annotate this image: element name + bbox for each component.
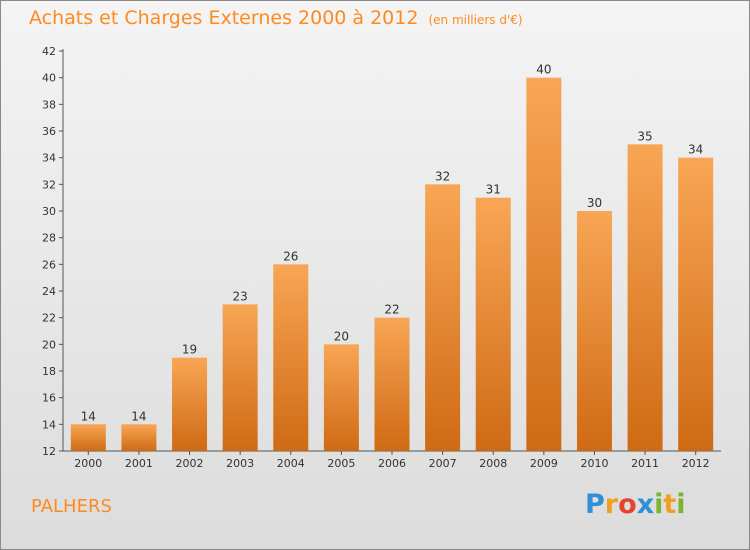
data-label: 19 [182, 343, 197, 357]
x-tick-label: 2004 [277, 457, 305, 470]
bar [576, 211, 612, 451]
title-text: Achats et Charges Externes 2000 à 2012 [29, 7, 419, 29]
bar [475, 197, 511, 451]
x-tick-label: 2006 [378, 457, 406, 470]
data-label: 32 [435, 169, 450, 183]
bar [172, 357, 208, 451]
bar [323, 344, 359, 451]
y-tick-label: 42 [42, 45, 56, 58]
y-tick-label: 38 [42, 98, 56, 111]
data-label: 20 [334, 329, 349, 343]
logo-letter: i [676, 489, 686, 520]
y-tick-label: 12 [42, 445, 56, 458]
data-label: 31 [486, 183, 501, 197]
x-tick-label: 2009 [530, 457, 558, 470]
x-tick-label: 2008 [479, 457, 507, 470]
data-label: 40 [536, 63, 551, 77]
data-label: 14 [81, 409, 96, 423]
bar [627, 144, 663, 452]
chart-title: Achats et Charges Externes 2000 à 2012 (e… [29, 7, 523, 29]
y-tick-label: 18 [42, 365, 56, 378]
y-tick-label: 26 [42, 258, 56, 271]
y-tick-label: 36 [42, 125, 56, 138]
bar [273, 264, 309, 451]
x-tick-label: 2007 [429, 457, 457, 470]
y-tick-label: 14 [42, 418, 56, 431]
logo-letter: i [654, 489, 664, 520]
y-tick-label: 28 [42, 232, 56, 245]
bar [678, 157, 714, 451]
y-tick-label: 24 [42, 285, 56, 298]
x-tick-label: 2005 [327, 457, 355, 470]
logo-letter: r [604, 489, 619, 520]
data-label: 14 [131, 409, 146, 423]
data-label: 30 [587, 196, 602, 210]
x-tick-label: 2011 [631, 457, 659, 470]
data-label: 23 [233, 289, 248, 303]
x-tick-label: 2000 [74, 457, 102, 470]
x-tick-label: 2010 [580, 457, 608, 470]
subtitle-text: (en milliers d'€) [428, 13, 523, 27]
y-tick-label: 20 [42, 338, 56, 351]
y-tick-label: 40 [42, 72, 56, 85]
bar [425, 184, 461, 452]
commune-name: PALHERS [31, 496, 112, 517]
x-tick-label: 2001 [125, 457, 153, 470]
x-tick-label: 2003 [226, 457, 254, 470]
logo-letter: P [585, 489, 605, 520]
bar [70, 424, 106, 451]
bar [121, 424, 157, 451]
bar [526, 77, 562, 452]
data-label: 26 [283, 249, 298, 263]
proxiti-logo: Proxiti [585, 489, 686, 520]
y-tick-label: 16 [42, 392, 56, 405]
y-tick-label: 32 [42, 178, 56, 191]
bar [222, 304, 258, 451]
data-label: 22 [384, 303, 399, 317]
data-label: 35 [637, 129, 652, 143]
x-tick-label: 2012 [682, 457, 710, 470]
y-tick-label: 30 [42, 205, 56, 218]
y-tick-label: 22 [42, 312, 56, 325]
y-tick-label: 34 [42, 152, 56, 165]
data-label: 34 [688, 143, 703, 157]
bar [374, 317, 410, 451]
logo-letter: x [636, 489, 655, 520]
logo-letter: t [663, 489, 677, 520]
x-tick-label: 2002 [176, 457, 204, 470]
logo-letter: o [618, 489, 637, 520]
